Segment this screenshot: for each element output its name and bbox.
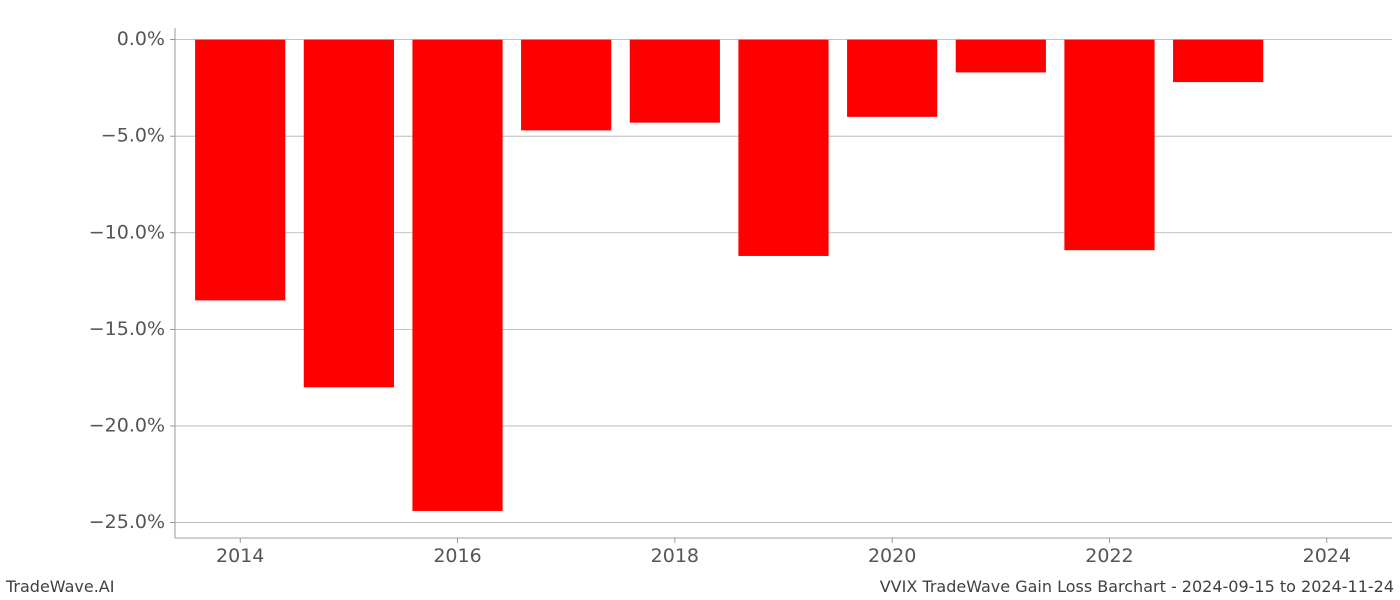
y-tick-label: −5.0% xyxy=(101,125,165,147)
bar xyxy=(1173,40,1263,83)
brand-label: TradeWave.AI xyxy=(6,577,114,596)
x-tick-label: 2022 xyxy=(1085,545,1133,567)
bar xyxy=(195,40,285,301)
x-tick-label: 2016 xyxy=(433,545,481,567)
y-tick-label: 0.0% xyxy=(117,28,165,50)
bar xyxy=(412,40,502,511)
bar xyxy=(630,40,720,123)
chart-container: −25.0% −20.0% −15.0% −10.0% −5.0% 0.0% 2014 201… xyxy=(0,0,1400,600)
y-tick-label: −25.0% xyxy=(89,511,165,533)
bar xyxy=(956,40,1046,73)
bar xyxy=(304,40,394,388)
chart-caption: VVIX TradeWave Gain Loss Barchart - 2024… xyxy=(880,577,1394,596)
x-tick-label: 2024 xyxy=(1303,545,1351,567)
x-tick-label: 2020 xyxy=(868,545,916,567)
y-tick-label: −10.0% xyxy=(89,221,165,243)
bar xyxy=(1064,40,1154,251)
bar xyxy=(847,40,937,117)
bar xyxy=(738,40,828,256)
x-tick-label: 2014 xyxy=(216,545,264,567)
barchart-svg: −25.0% −20.0% −15.0% −10.0% −5.0% 0.0% 2014 201… xyxy=(0,0,1400,600)
x-tick-label: 2018 xyxy=(651,545,699,567)
bar xyxy=(521,40,611,131)
y-tick-label: −20.0% xyxy=(89,414,165,436)
y-tick-label: −15.0% xyxy=(89,318,165,340)
